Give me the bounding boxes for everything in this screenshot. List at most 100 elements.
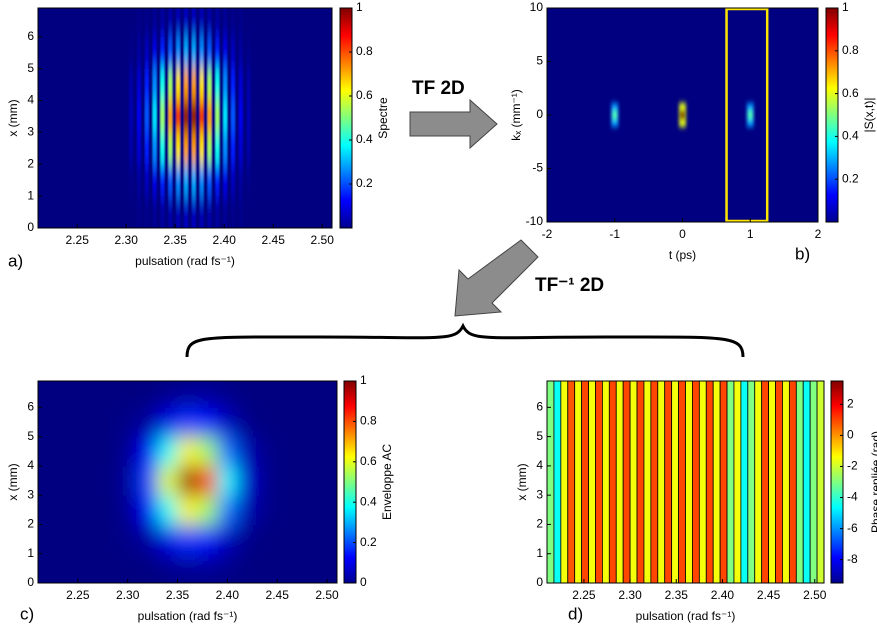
heatmap-cell [237, 553, 258, 583]
axes-frame [37, 380, 338, 584]
heatmap-cell [157, 436, 179, 467]
heatmap-cell [77, 553, 99, 583]
heatmap-cell [207, 68, 212, 101]
heatmap-cell [144, 100, 149, 133]
heatmap-cell [57, 436, 79, 467]
stripe [560, 381, 569, 583]
stripe [602, 381, 610, 583]
colorbar-tick-label: -8 [847, 552, 858, 566]
heatmap-cell [215, 100, 220, 133]
heatmap-cell [152, 100, 157, 133]
heatmap-cell [191, 36, 196, 69]
heatmap-cell [197, 524, 218, 555]
heatmap-cell [97, 436, 119, 467]
heatmap-cell [97, 407, 119, 438]
stripe [705, 381, 714, 583]
heatmap-cell [238, 100, 243, 133]
heatmap-cell [237, 407, 258, 438]
x-tick-label: 2.45 [757, 588, 781, 602]
heatmap-cell [237, 381, 258, 408]
heatmap-cell [223, 100, 228, 133]
heatmap-cell [137, 465, 159, 496]
x-tick-label: 2.35 [164, 233, 188, 247]
heatmap-cell [97, 553, 119, 583]
heatmap-cell [136, 164, 141, 197]
heatmap-cell [217, 407, 238, 438]
spots [611, 103, 754, 127]
heatmap-cell [137, 436, 159, 467]
heatmap-cell [152, 8, 157, 37]
stripe [581, 381, 589, 583]
colorbar [339, 7, 353, 229]
heatmap-cell [246, 196, 251, 228]
y-tick-label: 2 [27, 156, 34, 170]
y-tick-label: 2 [27, 517, 34, 531]
heatmap-cell [168, 164, 173, 197]
heatmap-cell [157, 524, 179, 555]
colorbar-tick-label: 0.2 [356, 176, 373, 190]
heatmap-cell [217, 495, 238, 525]
heatmap-cell [129, 132, 134, 165]
y-axis-label: kₓ (mm⁻¹) [509, 89, 523, 141]
heatmap-cell [199, 132, 204, 165]
heatmap-cell [97, 524, 119, 555]
heatmap-cell [157, 495, 179, 525]
colorbar-label: Spectre [376, 97, 390, 139]
heatmap-cell [77, 465, 99, 496]
colorbar-tick-label: 0.8 [842, 43, 859, 57]
x-tick-label: 2.45 [266, 588, 290, 602]
heatmap-cell [231, 8, 235, 37]
y-tick-label: 0 [27, 575, 34, 589]
y-tick-label: 5 [536, 429, 543, 443]
colorbar [343, 380, 357, 584]
heatmap-cell [157, 465, 179, 496]
heatmap-cell [207, 132, 212, 165]
heatmap-cell [152, 164, 157, 197]
heatmap-cell [215, 68, 220, 101]
panel-label: b) [795, 244, 810, 263]
heatmap-cell [297, 553, 318, 583]
heatmap-cell [160, 164, 165, 197]
stripe [567, 381, 576, 583]
heatmap-cell [317, 381, 337, 408]
heatmap-cell [57, 495, 79, 525]
colorbar-tick-label: 0 [847, 428, 854, 442]
y-tick-label: 6 [27, 400, 34, 414]
heatmap-cell [144, 132, 149, 165]
heatmap-cell [176, 196, 181, 228]
heatmap-cell [197, 465, 218, 496]
y-tick-label: 0 [27, 220, 34, 234]
heatmap-cell [177, 381, 198, 408]
colorbar-tick-label: 0.4 [842, 129, 859, 143]
heatmap-cell [297, 436, 318, 467]
heatmap-cell [168, 100, 173, 133]
heatmap-cell [38, 407, 59, 438]
heatmap-cell [217, 524, 238, 555]
stripe [719, 381, 728, 583]
heatmap-cell [160, 36, 165, 69]
colorbar-tick-label: 2 [847, 396, 854, 410]
heatmap-cell [117, 495, 139, 525]
heatmap-cell [257, 524, 278, 555]
heatmap-cell [157, 381, 179, 408]
heatmap-cell [191, 8, 196, 37]
heatmap-cell [137, 524, 159, 555]
y-tick-label: 0 [536, 575, 543, 589]
heatmap-cell [231, 100, 235, 133]
heatmap-cell [77, 381, 99, 408]
stripe [726, 381, 735, 583]
heatmap-cell [152, 132, 157, 165]
heatmap-cell [129, 164, 134, 197]
stripe [698, 381, 707, 583]
heatmap-cell [136, 100, 141, 133]
y-tick-label: 1 [27, 546, 34, 560]
heatmap-cell [246, 36, 251, 69]
stripe [809, 381, 818, 583]
y-tick-label: 6 [536, 400, 543, 414]
heatmap-cell [237, 495, 258, 525]
y-axis-label: x (mm) [6, 99, 20, 136]
heatmap-cell [238, 8, 243, 37]
heatmap-cell [191, 196, 196, 228]
heatmap-cell [77, 524, 99, 555]
heatmap-cell [246, 164, 251, 197]
